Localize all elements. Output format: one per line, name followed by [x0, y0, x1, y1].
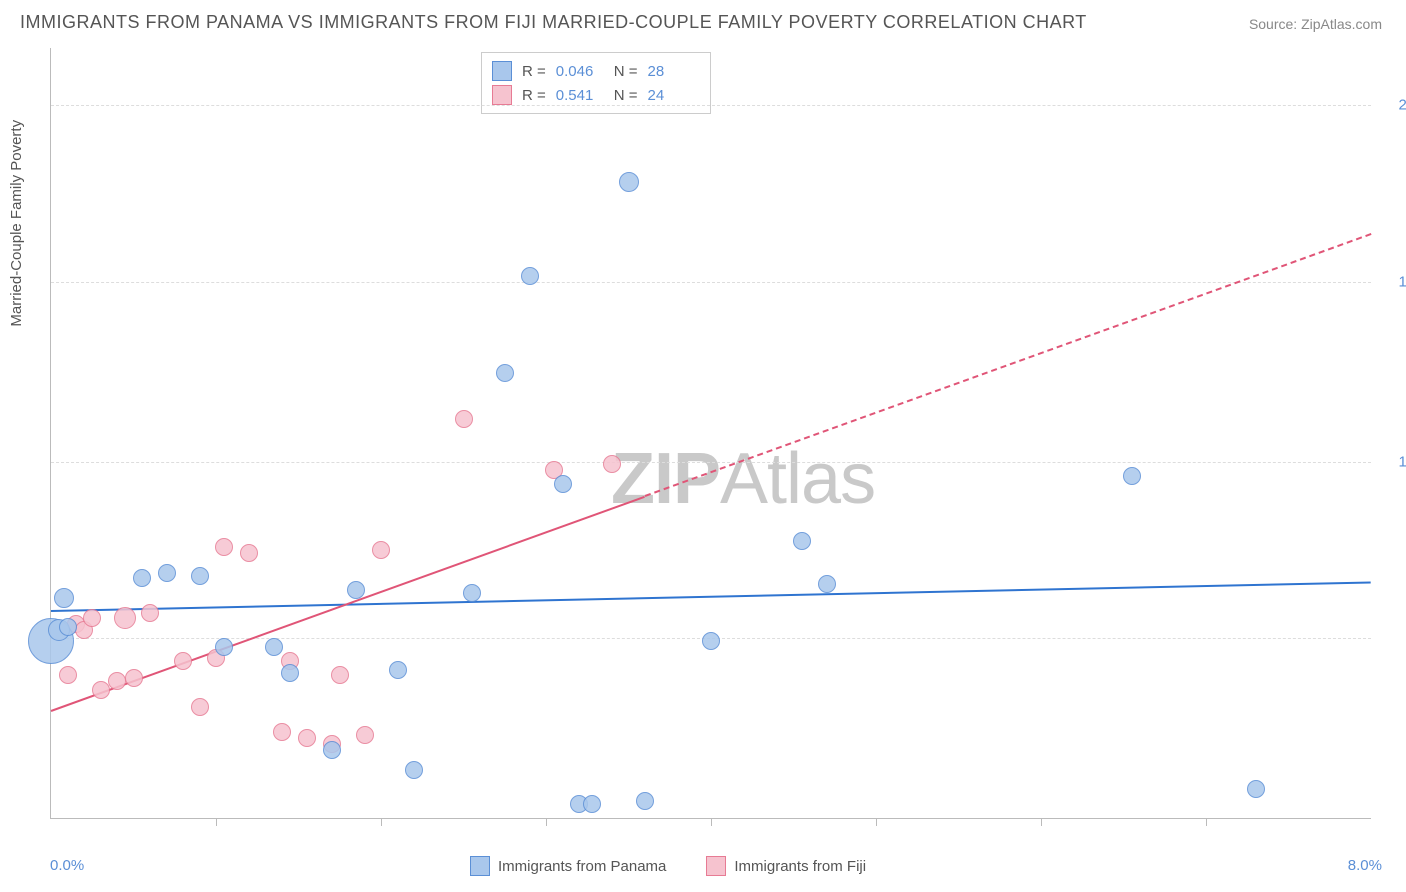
y-tick-label: 6.3%: [1381, 630, 1406, 647]
panama-point: [496, 364, 514, 382]
legend-swatch: [492, 85, 512, 105]
panama-point: [554, 475, 572, 493]
x-tick: [546, 818, 547, 826]
legend-n-value: 28: [648, 63, 696, 80]
fiji-point: [191, 698, 209, 716]
panama-point: [54, 588, 74, 608]
y-axis-title: Married-Couple Family Poverty: [8, 120, 25, 327]
x-tick: [216, 818, 217, 826]
x-tick: [381, 818, 382, 826]
panama-point: [463, 584, 481, 602]
x-tick: [1041, 818, 1042, 826]
watermark-atlas: Atlas: [720, 439, 875, 519]
panama-point: [215, 638, 233, 656]
panama-point: [818, 575, 836, 593]
trend-line: [51, 581, 1371, 612]
panama-point: [158, 564, 176, 582]
legend-n-value: 24: [648, 87, 696, 104]
scatter-chart: R =0.046N =28R =0.541N =24 ZIPAtlas 6.3%…: [50, 48, 1371, 819]
bottom-legend-label: Immigrants from Panama: [498, 858, 666, 875]
legend-r-value: 0.541: [556, 87, 604, 104]
fiji-point: [141, 604, 159, 622]
trend-line: [645, 233, 1372, 497]
legend-swatch: [492, 61, 512, 81]
panama-point: [793, 532, 811, 550]
bottom-legend-item: Immigrants from Fiji: [706, 856, 866, 876]
x-axis-min-label: 0.0%: [50, 857, 84, 874]
fiji-point: [240, 544, 258, 562]
legend-row: R = 0.541 N = 24: [492, 83, 696, 107]
legend-row: R = 0.046 N = 28: [492, 59, 696, 83]
legend-n-label: N =: [614, 63, 638, 80]
panama-point: [636, 792, 654, 810]
panama-point: [191, 567, 209, 585]
fiji-point: [108, 672, 126, 690]
panama-point: [405, 761, 423, 779]
panama-point: [59, 618, 77, 636]
x-tick: [711, 818, 712, 826]
x-tick: [1206, 818, 1207, 826]
panama-point: [389, 661, 407, 679]
y-tick-label: 18.8%: [1381, 273, 1406, 290]
fiji-point: [273, 723, 291, 741]
gridline: [51, 462, 1371, 463]
bottom-legend: Immigrants from Panama Immigrants from Fi…: [470, 856, 866, 876]
fiji-point: [356, 726, 374, 744]
x-axis-max-label: 8.0%: [1348, 857, 1382, 874]
fiji-point: [92, 681, 110, 699]
watermark-zip: ZIP: [611, 439, 720, 519]
fiji-point: [331, 666, 349, 684]
gridline: [51, 282, 1371, 283]
panama-point: [133, 569, 151, 587]
chart-title: IMMIGRANTS FROM PANAMA VS IMMIGRANTS FRO…: [20, 12, 1087, 33]
panama-point: [521, 267, 539, 285]
fiji-point: [372, 541, 390, 559]
panama-point: [1123, 467, 1141, 485]
panama-point: [347, 581, 365, 599]
fiji-point: [59, 666, 77, 684]
gridline: [51, 105, 1371, 106]
bottom-legend-item: Immigrants from Panama: [470, 856, 666, 876]
fiji-point: [83, 609, 101, 627]
panama-point: [323, 741, 341, 759]
fiji-point: [125, 669, 143, 687]
source-label: Source: ZipAtlas.com: [1249, 16, 1382, 32]
fiji-point: [174, 652, 192, 670]
fiji-point: [455, 410, 473, 428]
fiji-point: [215, 538, 233, 556]
fiji-point: [603, 455, 621, 473]
legend-n-label: N =: [614, 87, 638, 104]
legend-r-label: R =: [522, 87, 546, 104]
legend-r-value: 0.046: [556, 63, 604, 80]
fiji-point: [298, 729, 316, 747]
x-tick: [876, 818, 877, 826]
legend-r-label: R =: [522, 63, 546, 80]
y-tick-label: 25.0%: [1381, 97, 1406, 114]
y-tick-label: 12.5%: [1381, 453, 1406, 470]
fiji-point: [114, 607, 136, 629]
panama-point: [265, 638, 283, 656]
panama-point: [583, 795, 601, 813]
panama-point: [281, 664, 299, 682]
panama-point: [1247, 780, 1265, 798]
bottom-legend-label: Immigrants from Fiji: [734, 858, 866, 875]
panama-point: [619, 172, 639, 192]
legend-swatch: [706, 856, 726, 876]
panama-point: [702, 632, 720, 650]
watermark: ZIPAtlas: [611, 438, 875, 520]
legend-swatch: [470, 856, 490, 876]
